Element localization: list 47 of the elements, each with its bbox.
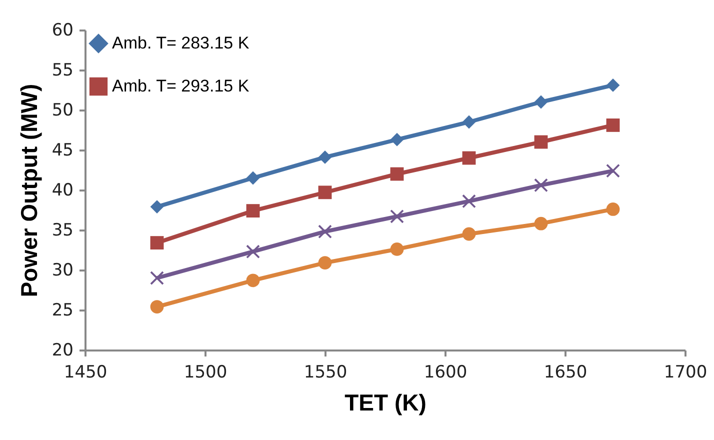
point [150,300,164,314]
point [462,115,476,129]
x-tick-label: 1450 [64,362,108,382]
y-tick-label: 60 [52,20,74,40]
point [534,135,548,149]
legend-label: Amb. T= 293.15 K [112,76,250,96]
point [462,194,476,208]
point [318,150,332,164]
legend-label: Amb. T= 283.15 K [112,34,250,52]
y-tick-label: 55 [52,60,74,80]
x-tick-label: 1650 [544,362,588,382]
point [534,216,548,230]
point [606,118,620,132]
y-tick-label: 25 [52,300,74,320]
point [150,271,164,285]
x-tick-label: 1700 [664,362,708,382]
point [150,236,164,250]
point [606,164,620,178]
y-axis-title: Power Output (MW) [16,84,42,298]
point [534,95,548,109]
point [246,274,260,288]
point [462,227,476,241]
y-tick-label: 30 [52,260,74,280]
point [246,171,260,185]
x-tick-label: 1600 [424,362,468,382]
point [318,224,332,238]
point [534,178,548,192]
y-tick-label: 50 [52,100,74,120]
point [462,151,476,165]
point [246,244,260,258]
point [150,200,164,214]
point [390,242,404,256]
x-tick-label: 1550 [304,362,348,382]
point [318,186,332,200]
point [606,78,620,92]
y-tick-label: 45 [52,140,74,160]
point [390,132,404,146]
point [606,202,620,216]
y-tick-label: 40 [52,180,74,200]
point [246,204,260,218]
point [318,256,332,270]
y-tick-label: 35 [52,220,74,240]
point [390,167,404,181]
y-tick-label: 20 [52,340,74,360]
x-axis-title: TET (K) [344,390,426,416]
point [390,210,404,224]
x-tick-label: 1500 [184,362,228,382]
